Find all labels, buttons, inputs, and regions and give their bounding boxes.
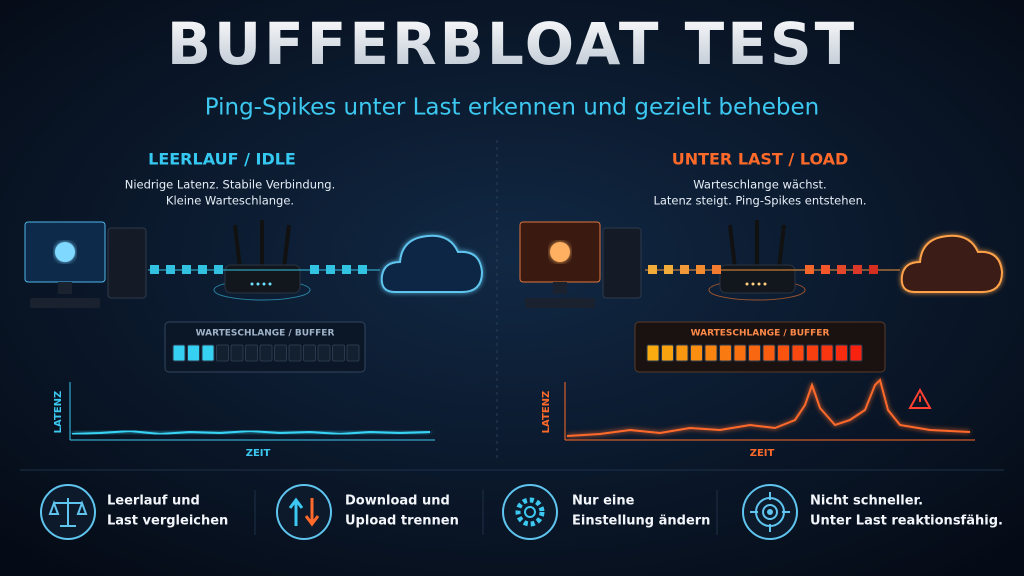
buffer-cell bbox=[303, 344, 316, 362]
buffer-cells bbox=[172, 344, 360, 362]
buffer-cell bbox=[317, 344, 331, 362]
router bbox=[213, 220, 311, 301]
tip-text: Download und bbox=[345, 494, 450, 509]
buffer-cell bbox=[216, 344, 229, 362]
buffer-cell bbox=[835, 344, 848, 362]
x-axis-label: ZEIT bbox=[246, 448, 271, 459]
buffer-label: WARTESCHLANGE / BUFFER bbox=[196, 329, 335, 339]
buffer-cell bbox=[777, 344, 790, 362]
flow-packets bbox=[148, 265, 380, 274]
cloud bbox=[900, 234, 1004, 293]
buffer-cell bbox=[172, 344, 186, 362]
tip-text: Nicht schneller. bbox=[810, 494, 923, 509]
tip-text: Einstellung ändern bbox=[572, 514, 710, 529]
buffer-cell bbox=[259, 344, 273, 362]
buffer-cell bbox=[274, 344, 287, 362]
description: Niedrige Latenz. Stabile Verbindung. bbox=[125, 178, 335, 192]
buffer-cell bbox=[187, 344, 200, 362]
buffer-cell bbox=[346, 344, 360, 362]
flow-packets bbox=[645, 265, 900, 274]
buffer-cell bbox=[690, 344, 703, 362]
buffer-cell bbox=[748, 344, 761, 362]
buffer-cell bbox=[762, 344, 776, 362]
buffer-cell bbox=[806, 344, 819, 362]
buffer-cell bbox=[245, 344, 258, 362]
description: Latenz steigt. Ping-Spikes entstehen. bbox=[653, 194, 866, 208]
buffer-cell bbox=[288, 344, 302, 362]
buffer-cell bbox=[719, 344, 732, 362]
title: BUFFERBLOAT TEST bbox=[167, 10, 857, 78]
buffer-cell bbox=[230, 344, 244, 362]
computer bbox=[519, 221, 642, 308]
tip-icon bbox=[742, 484, 798, 540]
tip-icon bbox=[502, 484, 558, 540]
y-axis-label: LATENZ bbox=[53, 391, 64, 434]
y-axis-label: LATENZ bbox=[541, 391, 552, 434]
description: Kleine Warteschlange. bbox=[166, 194, 294, 208]
tip-text: Unter Last reaktionsfähig. bbox=[810, 514, 1003, 529]
description: Warteschlange wächst. bbox=[693, 178, 826, 192]
buffer-cell bbox=[332, 344, 345, 362]
tip-icon bbox=[276, 484, 332, 540]
buffer-cell bbox=[661, 344, 674, 362]
buffer-cell bbox=[849, 344, 863, 362]
tip-text: Upload trennen bbox=[345, 514, 459, 529]
buffer-cell bbox=[733, 344, 747, 362]
subtitle: Ping-Spikes unter Last erkennen und gezi… bbox=[205, 95, 819, 121]
buffer-cells bbox=[646, 344, 863, 362]
buffer-cell bbox=[675, 344, 689, 362]
panel-heading: UNTER LAST / LOAD bbox=[672, 150, 849, 169]
latency-chart bbox=[564, 378, 975, 441]
buffer-cell bbox=[704, 344, 718, 362]
buffer-cell bbox=[820, 344, 834, 362]
cloud bbox=[380, 234, 484, 293]
router bbox=[708, 220, 806, 301]
buffer-cell bbox=[201, 344, 215, 362]
x-axis-label: ZEIT bbox=[750, 448, 775, 459]
buffer-label: WARTESCHLANGE / BUFFER bbox=[691, 329, 830, 339]
tip-text: Leerlauf und bbox=[107, 494, 200, 509]
computer bbox=[24, 221, 147, 308]
latency-chart bbox=[69, 382, 435, 441]
tip-text: Nur eine bbox=[572, 494, 635, 509]
tip-icon bbox=[40, 484, 96, 540]
tip-text: Last vergleichen bbox=[107, 514, 228, 529]
panel-heading: LEERLAUF / IDLE bbox=[148, 150, 296, 169]
buffer-cell bbox=[646, 344, 660, 362]
buffer-cell bbox=[791, 344, 805, 362]
